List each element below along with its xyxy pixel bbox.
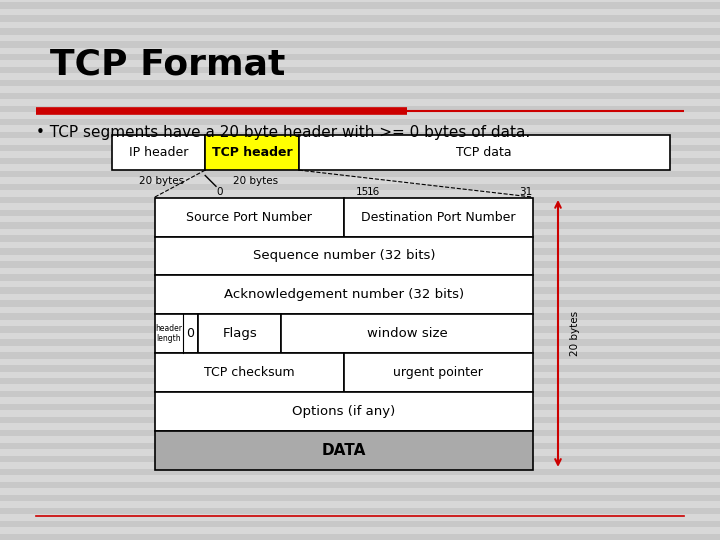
Text: Flags: Flags bbox=[222, 327, 257, 340]
Bar bbox=[0, 93, 720, 99]
Bar bbox=[0, 158, 720, 164]
Bar bbox=[155, 314, 198, 353]
Text: 0: 0 bbox=[216, 187, 223, 197]
Bar bbox=[0, 391, 720, 397]
Bar bbox=[0, 378, 720, 384]
Bar bbox=[0, 261, 720, 268]
Text: 15: 15 bbox=[356, 187, 369, 197]
Bar bbox=[0, 508, 720, 514]
Text: DATA: DATA bbox=[322, 443, 366, 458]
Bar bbox=[0, 41, 720, 48]
Bar bbox=[299, 135, 670, 170]
Bar bbox=[0, 2, 720, 9]
Bar bbox=[0, 482, 720, 488]
Bar bbox=[0, 197, 720, 203]
Bar bbox=[0, 495, 720, 501]
Bar bbox=[0, 365, 720, 372]
Text: TCP checksum: TCP checksum bbox=[204, 366, 294, 379]
Bar bbox=[0, 326, 720, 333]
Text: Source Port Number: Source Port Number bbox=[186, 211, 312, 224]
Bar bbox=[0, 443, 720, 449]
Text: 31: 31 bbox=[519, 187, 532, 197]
Text: • TCP segments have a 20 byte header with >= 0 bytes of data.: • TCP segments have a 20 byte header wit… bbox=[36, 125, 530, 140]
Bar bbox=[0, 67, 720, 73]
Bar bbox=[0, 15, 720, 22]
Text: Destination Port Number: Destination Port Number bbox=[361, 211, 516, 224]
Bar bbox=[0, 300, 720, 307]
Text: header
length: header length bbox=[156, 324, 182, 343]
Bar bbox=[0, 274, 720, 281]
Bar bbox=[0, 106, 720, 112]
Bar bbox=[282, 314, 533, 353]
Text: 20 bytes: 20 bytes bbox=[233, 176, 278, 186]
Bar bbox=[0, 404, 720, 410]
Bar bbox=[0, 352, 720, 359]
Bar bbox=[112, 135, 205, 170]
Bar bbox=[198, 314, 282, 353]
Text: window size: window size bbox=[366, 327, 448, 340]
Bar bbox=[0, 222, 720, 229]
Text: TCP Format: TCP Format bbox=[50, 48, 286, 82]
Text: TCP data: TCP data bbox=[456, 146, 512, 159]
Bar bbox=[0, 456, 720, 462]
Text: Options (if any): Options (if any) bbox=[292, 405, 395, 418]
Bar bbox=[0, 534, 720, 540]
Bar bbox=[155, 275, 533, 314]
Bar bbox=[155, 392, 533, 431]
Bar bbox=[0, 313, 720, 320]
Bar bbox=[0, 248, 720, 255]
Text: 0: 0 bbox=[186, 327, 194, 340]
Bar bbox=[344, 198, 533, 237]
Text: 16: 16 bbox=[366, 187, 379, 197]
Bar bbox=[155, 431, 533, 470]
Bar bbox=[205, 135, 299, 170]
Text: Sequence number (32 bits): Sequence number (32 bits) bbox=[253, 249, 435, 262]
Bar bbox=[344, 353, 533, 392]
Text: IP header: IP header bbox=[129, 146, 188, 159]
Text: 20 bytes: 20 bytes bbox=[140, 176, 184, 186]
Text: TCP header: TCP header bbox=[212, 146, 292, 159]
Bar bbox=[0, 210, 720, 216]
Bar bbox=[0, 145, 720, 151]
Bar bbox=[0, 235, 720, 242]
Bar bbox=[0, 132, 720, 138]
Bar bbox=[0, 469, 720, 475]
Bar bbox=[0, 184, 720, 190]
Text: urgent pointer: urgent pointer bbox=[393, 366, 483, 379]
Bar bbox=[0, 417, 720, 423]
Bar bbox=[155, 353, 344, 392]
Bar bbox=[0, 80, 720, 86]
Bar bbox=[0, 54, 720, 60]
Bar bbox=[0, 287, 720, 294]
Bar bbox=[0, 521, 720, 527]
Bar bbox=[0, 119, 720, 125]
Text: Acknowledgement number (32 bits): Acknowledgement number (32 bits) bbox=[224, 288, 464, 301]
Bar bbox=[155, 198, 344, 237]
Bar bbox=[155, 237, 533, 275]
Bar bbox=[0, 28, 720, 35]
Text: 20 bytes: 20 bytes bbox=[570, 311, 580, 356]
Bar bbox=[0, 339, 720, 346]
Bar bbox=[0, 430, 720, 436]
Bar bbox=[0, 171, 720, 177]
